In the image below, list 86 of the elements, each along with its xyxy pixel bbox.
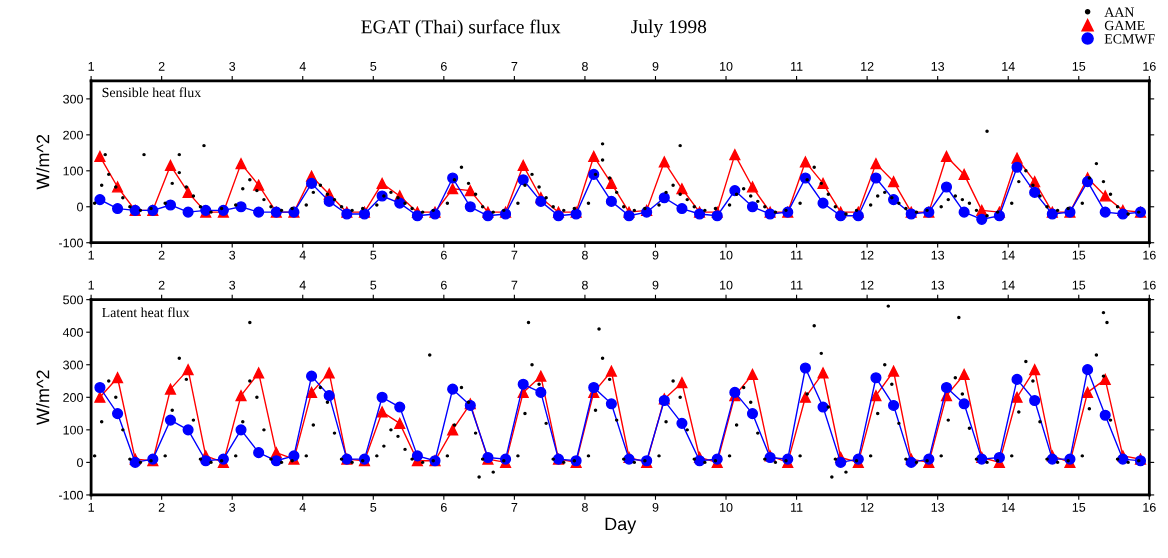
- legend-label: ECMWF: [1104, 34, 1155, 44]
- legend-label: GAME: [1104, 20, 1145, 31]
- y-tick-label: 300: [63, 360, 83, 370]
- y-tick-label: 0: [77, 458, 83, 468]
- x2-tick-label: 5: [370, 280, 377, 290]
- x-tick-label: 12: [861, 250, 874, 260]
- x-tick-label: 13: [931, 502, 945, 512]
- x-tick-label: 4: [299, 250, 306, 260]
- x2-tick-label: 5: [370, 62, 377, 71]
- x-tick-label: 15: [1072, 503, 1086, 512]
- x-axis-title: Day: [605, 517, 637, 534]
- x-tick-label: 8: [582, 250, 588, 260]
- x-tick-label: 5: [370, 503, 377, 512]
- chart-subtitle: July 1998: [631, 19, 707, 38]
- chart-title: EGAT (Thai) surface flux: [361, 19, 561, 38]
- x2-tick-label: 11: [791, 280, 803, 290]
- x2-tick-label: 12: [861, 280, 874, 290]
- x-tick-label: 10: [720, 250, 733, 260]
- y-tick-label: 100: [63, 166, 83, 176]
- x-tick-label: 1: [88, 250, 94, 260]
- x2-tick-label: 15: [1072, 62, 1086, 71]
- x2-tick-label: 10: [720, 280, 733, 290]
- x2-tick-label: 9: [652, 61, 659, 71]
- x2-tick-label: 11: [791, 62, 803, 71]
- y-tick-label: 100: [63, 425, 83, 435]
- x-tick-label: 14: [1002, 503, 1015, 512]
- x-tick-label: 16: [1143, 250, 1156, 260]
- x-tick-label: 2: [158, 250, 165, 260]
- x2-tick-label: 7: [511, 62, 518, 71]
- x-tick-label: 2: [158, 502, 165, 512]
- x-tick-label: 1: [88, 503, 94, 512]
- y-tick-label: 400: [62, 328, 83, 337]
- y-tick-label: 200: [63, 393, 83, 402]
- x2-tick-label: 8: [582, 280, 588, 290]
- x2-tick-label: 2: [158, 61, 165, 71]
- y-tick-label: 300: [63, 94, 83, 104]
- x2-tick-label: 15: [1072, 280, 1086, 290]
- x2-tick-label: 14: [1002, 62, 1015, 71]
- x2-tick-label: 1: [88, 62, 94, 71]
- x-tick-label: 5: [370, 250, 377, 260]
- x-tick-label: 10: [720, 502, 733, 512]
- x2-tick-label: 16: [1143, 280, 1156, 290]
- y-tick-label: 0: [77, 202, 83, 212]
- x2-tick-label: 3: [229, 280, 236, 290]
- x2-tick-label: 1: [88, 280, 94, 290]
- x2-tick-label: 6: [441, 61, 447, 71]
- x-tick-label: 8: [582, 502, 588, 512]
- x-tick-label: 9: [652, 502, 659, 512]
- x-tick-label: 7: [511, 503, 518, 512]
- x2-tick-label: 9: [652, 280, 659, 290]
- y-axis-title: W/m^2: [36, 370, 50, 426]
- x2-tick-label: 6: [441, 280, 447, 290]
- x-tick-label: 14: [1002, 250, 1015, 260]
- x-tick-label: 13: [931, 250, 945, 260]
- y-tick-label: -100: [59, 238, 83, 248]
- x2-tick-label: 3: [229, 61, 236, 71]
- x2-tick-label: 2: [158, 280, 165, 290]
- x2-tick-label: 13: [931, 280, 945, 290]
- x-tick-label: 11: [791, 250, 803, 260]
- x2-tick-label: 14: [1002, 280, 1015, 290]
- x2-tick-label: 12: [861, 61, 874, 71]
- y-tick-label: -100: [59, 490, 83, 500]
- x2-tick-label: 4: [299, 280, 306, 290]
- x2-tick-label: 10: [720, 61, 733, 71]
- x-tick-label: 11: [791, 503, 803, 512]
- x2-tick-label: 13: [931, 61, 945, 71]
- x2-tick-label: 4: [299, 62, 306, 71]
- x2-tick-label: 16: [1143, 61, 1156, 71]
- x-tick-label: 15: [1072, 250, 1086, 260]
- x-tick-label: 12: [861, 502, 874, 512]
- x-tick-label: 7: [511, 250, 518, 260]
- x-tick-label: 6: [441, 250, 447, 260]
- annotation: Latent heat flux: [102, 307, 190, 318]
- x2-tick-label: 8: [582, 61, 588, 71]
- y-axis-title: W/m^2: [36, 134, 50, 190]
- annotation: Sensible heat flux: [102, 87, 202, 98]
- y-tick-label: 500: [63, 295, 83, 305]
- legend-label: AAN: [1104, 7, 1135, 17]
- x-tick-label: 9: [652, 250, 659, 260]
- y-tick-label: 200: [63, 130, 83, 140]
- x-tick-label: 6: [441, 502, 447, 512]
- x-tick-label: 16: [1143, 502, 1156, 512]
- x-tick-label: 3: [229, 250, 236, 260]
- x-tick-label: 3: [229, 502, 236, 512]
- x2-tick-label: 7: [511, 280, 518, 290]
- x-tick-label: 4: [299, 503, 306, 512]
